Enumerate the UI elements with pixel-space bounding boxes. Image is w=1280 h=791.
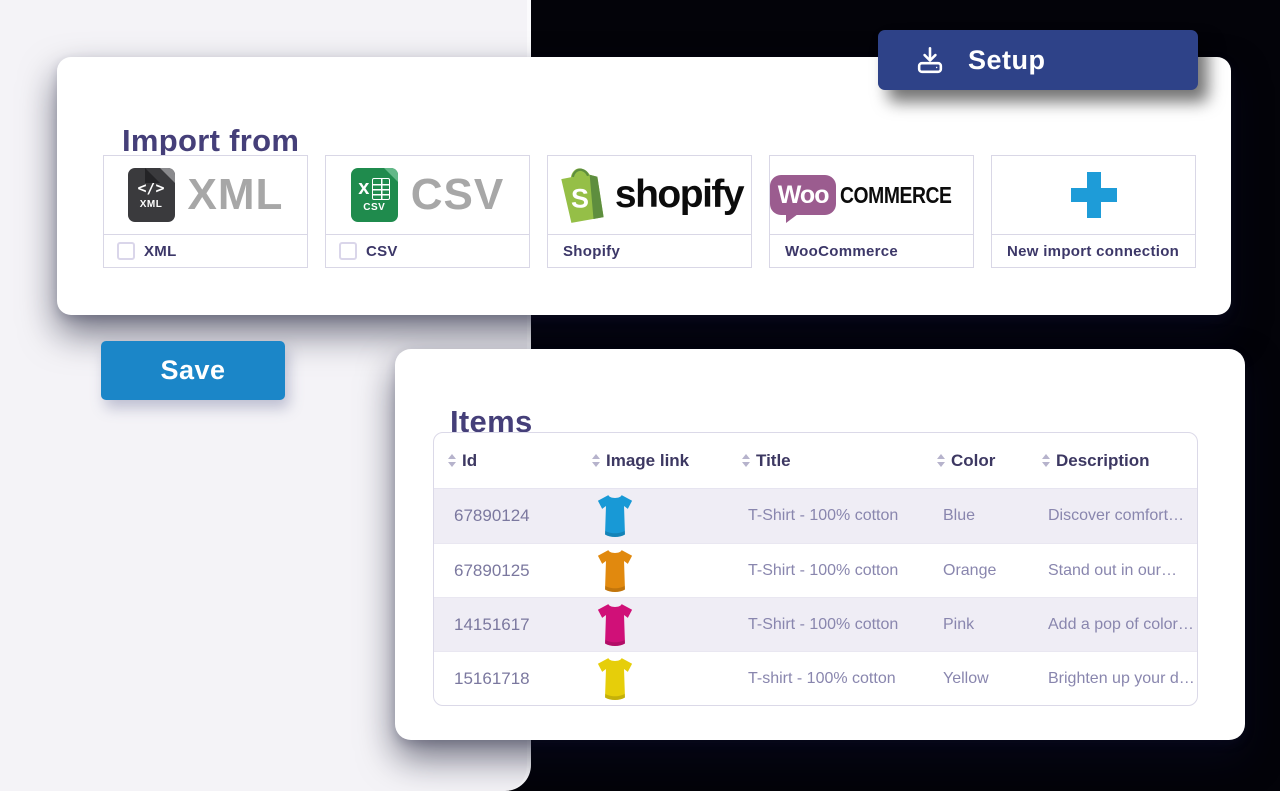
xml-logo: </> XML XML [104,156,307,235]
commerce-wordmark: COMMERCE [840,181,952,208]
cell-title: T-Shirt - 100% cotton [748,507,899,524]
sort-icon[interactable] [592,454,600,467]
csv-face: x [358,177,391,200]
sort-icon[interactable] [448,454,456,467]
cell-id: 14151617 [454,614,530,634]
cell-image-link [578,602,728,648]
cell-color: Orange [943,561,997,579]
items-table: Id Image link Title Color Description [433,432,1198,706]
xml-file-icon: </> XML [127,168,175,222]
cell-description: Brighten up your d… [1048,669,1195,687]
tshirt-icon [597,549,633,592]
cell-id: 67890125 [454,560,530,580]
cell-id: 67890124 [454,506,530,525]
cell-title: T-Shirt - 100% cotton [748,561,899,579]
header-image-link: Image link [578,451,728,471]
xml-checkbox[interactable] [117,242,135,260]
cell-description: Discover comfort… [1048,507,1185,524]
cell-image-link [578,548,728,594]
import-tile-csv[interactable]: x CSV CSV CSV [325,155,530,268]
csv-logo: x CSV CSV [326,156,529,235]
svg-text:S: S [571,184,589,214]
cell-color: Yellow [943,669,989,687]
plus-icon [1070,172,1117,218]
cell-id: 15161718 [454,668,530,688]
cell-image-link [578,493,728,539]
import-tile-woocommerce[interactable]: Woo COMMERCE WooCommerce [769,155,974,268]
import-tile-shopify[interactable]: S shopify Shopify [547,155,752,268]
table-row: 67890125 T-Shirt - 100% cotton Orange St… [434,543,1197,597]
csv-checkbox[interactable] [339,242,357,260]
import-tile-new-connection[interactable]: New import connection [991,155,1196,268]
table-row: 67890124 T-Shirt - 100% cotton Blue Disc… [434,489,1197,543]
xml-code-glyph: </> [137,179,165,198]
header-title: Title [728,451,923,471]
woocommerce-tile-footer: WooCommerce [770,235,973,267]
cell-description: Add a pop of color… [1048,615,1194,633]
woocommerce-tile-label: WooCommerce [785,242,899,260]
table-header-row: Id Image link Title Color Description [434,433,1197,489]
tshirt-icon [597,657,633,700]
shopify-tile-footer: Shopify [548,235,751,267]
shopify-tile-label: Shopify [563,242,621,260]
csv-tile-footer: CSV [326,235,529,267]
xml-badge: XML [139,198,163,210]
csv-logo-text: CSV [410,170,505,219]
import-tile-xml[interactable]: </> XML XML XML [103,155,308,268]
cell-description: Stand out in our… [1048,561,1177,579]
folded-corner [383,168,398,182]
sort-icon[interactable] [742,454,750,467]
shopify-logo: S shopify [548,156,751,235]
cell-title: T-Shirt - 100% cotton [748,615,899,633]
tshirt-icon [597,495,633,538]
cell-title: T-shirt - 100% cotton [748,669,896,687]
setup-button[interactable]: Setup [878,30,1198,90]
cell-image-link [578,656,728,702]
xml-tile-label: XML [144,242,177,260]
tshirt-icon [597,603,633,646]
items-card: Items Id Image link Title Color [395,349,1245,740]
shopify-wordmark: shopify [614,173,745,216]
shopify-bag-icon: S [561,168,604,223]
xml-logo-text: XML [187,170,284,219]
xml-tile-footer: XML [104,235,307,267]
csv-badge: CSV [363,202,386,213]
cell-color: Pink [943,615,975,633]
import-tiles: </> XML XML XML x [103,155,1196,268]
folded-corner [144,168,175,183]
table-row: 14151617 T-Shirt - 100% cotton Pink Add … [434,597,1197,651]
new-connection-tile-label: New import connection [1007,242,1180,260]
woocommerce-logo: Woo COMMERCE [770,156,973,235]
new-connection-tile-footer: New import connection [992,235,1195,267]
sort-icon[interactable] [937,454,945,467]
header-color: Color [923,451,1028,471]
spreadsheet-grid-icon [372,177,391,200]
cell-color: Blue [943,507,976,524]
new-connection-logo [992,156,1195,235]
import-card-title: Import from [122,122,300,158]
header-id: Id [434,451,578,471]
header-description: Description [1028,451,1197,471]
save-button[interactable]: Save [101,341,285,400]
table-body: 67890124 T-Shirt - 100% cotton Blue Disc… [434,489,1197,705]
sort-icon[interactable] [1042,454,1050,467]
setup-button-label: Setup [968,44,1046,75]
table-row: 15161718 T-shirt - 100% cotton Yellow Br… [434,651,1197,705]
csv-file-icon: x CSV [350,168,398,222]
woo-bubble-icon: Woo [770,175,837,223]
csv-x-glyph: x [358,177,370,199]
download-icon [917,47,943,74]
csv-tile-label: CSV [366,242,398,260]
import-card: Import from </> XML XML XML [57,57,1231,315]
